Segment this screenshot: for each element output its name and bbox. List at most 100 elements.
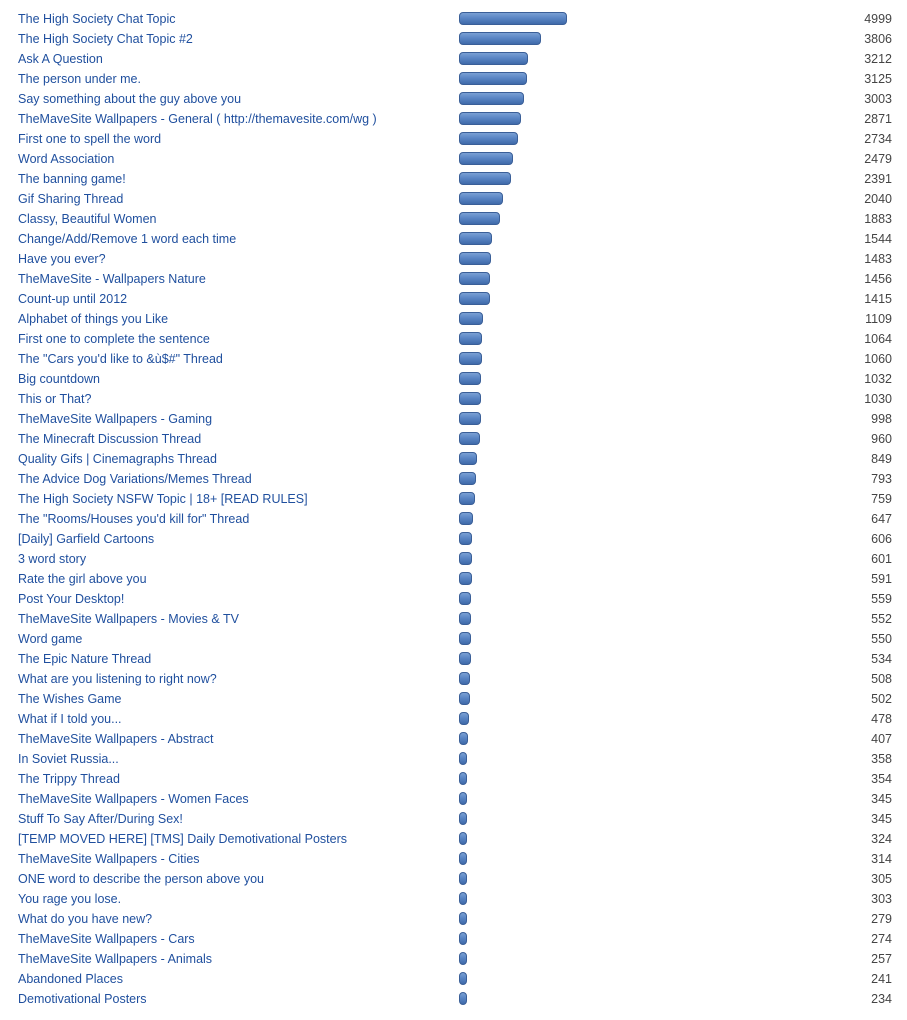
count-value: 324 <box>871 832 892 846</box>
topic-row: Change/Add/Remove 1 word each time 1544 <box>0 229 907 249</box>
topic-link[interactable]: TheMaveSite Wallpapers - Gaming <box>18 412 213 426</box>
count-value: 1415 <box>864 292 892 306</box>
count-value: 1032 <box>864 372 892 386</box>
count-bar <box>459 812 467 825</box>
topic-link[interactable]: Have you ever? <box>18 252 106 266</box>
count-bar <box>459 452 477 465</box>
topic-link[interactable]: The banning game! <box>18 172 126 186</box>
topic-link[interactable]: Demotivational Posters <box>18 992 147 1006</box>
topic-link[interactable]: What do you have new? <box>18 912 153 926</box>
count-value: 407 <box>871 732 892 746</box>
topic-link[interactable]: Post Your Desktop! <box>18 592 125 606</box>
count-value: 314 <box>871 852 892 866</box>
topic-link[interactable]: The person under me. <box>18 72 141 86</box>
topic-row: The High Society Chat Topic #2 3806 <box>0 29 907 49</box>
topic-link[interactable]: Abandoned Places <box>18 972 123 986</box>
topic-link[interactable]: The "Cars you'd like to &ù$#" Thread <box>18 352 223 366</box>
count-value: 2391 <box>864 172 892 186</box>
count-bar <box>459 32 541 45</box>
count-bar <box>459 572 472 585</box>
topic-row: TheMaveSite - Wallpapers Nature 1456 <box>0 269 907 289</box>
topic-link[interactable]: You rage you lose. <box>18 892 122 906</box>
count-bar <box>459 892 467 905</box>
count-bar <box>459 792 467 805</box>
topic-row: Count-up until 2012 1415 <box>0 289 907 309</box>
topic-link[interactable]: The High Society Chat Topic #2 <box>18 32 193 46</box>
topic-link[interactable]: TheMaveSite Wallpapers - Women Faces <box>18 792 249 806</box>
topic-link[interactable]: 3 word story <box>18 552 87 566</box>
topic-row: Post Your Desktop! 559 <box>0 589 907 609</box>
count-value: 998 <box>871 412 892 426</box>
topic-link[interactable]: The Minecraft Discussion Thread <box>18 432 202 446</box>
topic-link[interactable]: Gif Sharing Thread <box>18 192 124 206</box>
count-bar <box>459 252 491 265</box>
count-value: 793 <box>871 472 892 486</box>
count-bar <box>459 952 467 965</box>
topic-link[interactable]: The Wishes Game <box>18 692 122 706</box>
topic-link[interactable]: Change/Add/Remove 1 word each time <box>18 232 237 246</box>
topic-link[interactable]: Big countdown <box>18 372 101 386</box>
count-value: 534 <box>871 652 892 666</box>
count-value: 345 <box>871 792 892 806</box>
count-value: 601 <box>871 552 892 566</box>
count-value: 305 <box>871 872 892 886</box>
count-value: 358 <box>871 752 892 766</box>
topic-link[interactable]: The High Society Chat Topic <box>18 12 176 26</box>
topic-row: The "Cars you'd like to &ù$#" Thread 1060 <box>0 349 907 369</box>
topic-link[interactable]: Quality Gifs | Cinemagraphs Thread <box>18 452 217 466</box>
topic-link[interactable]: The "Rooms/Houses you'd kill for" Thread <box>18 512 250 526</box>
topic-link[interactable]: Word Association <box>18 152 115 166</box>
topic-row: This or That? 1030 <box>0 389 907 409</box>
topic-link[interactable]: What are you listening to right now? <box>18 672 217 686</box>
topic-link[interactable]: First one to spell the word <box>18 132 162 146</box>
topic-link[interactable]: What if I told you... <box>18 712 122 726</box>
topic-row: TheMaveSite Wallpapers - Movies & TV 552 <box>0 609 907 629</box>
count-value: 274 <box>871 932 892 946</box>
topic-link[interactable]: Stuff To Say After/During Sex! <box>18 812 183 826</box>
topic-link[interactable]: The Epic Nature Thread <box>18 652 152 666</box>
topic-row: The Trippy Thread 354 <box>0 769 907 789</box>
topic-link[interactable]: Ask A Question <box>18 52 103 66</box>
topic-link[interactable]: Word game <box>18 632 83 646</box>
topic-link[interactable]: The Trippy Thread <box>18 772 120 786</box>
topic-link[interactable]: The High Society NSFW Topic | 18+ [READ … <box>18 492 308 506</box>
topic-link[interactable]: [TEMP MOVED HERE] [TMS] Daily Demotivati… <box>18 832 348 846</box>
count-value: 552 <box>871 612 892 626</box>
topic-link[interactable]: TheMaveSite Wallpapers - Cities <box>18 852 200 866</box>
topic-link[interactable]: TheMaveSite Wallpapers - Abstract <box>18 732 214 746</box>
topic-link[interactable]: TheMaveSite Wallpapers - Animals <box>18 952 213 966</box>
topic-link[interactable]: In Soviet Russia... <box>18 752 119 766</box>
topic-link[interactable]: Rate the girl above you <box>18 572 147 586</box>
count-bar <box>459 652 471 665</box>
count-value: 3125 <box>864 72 892 86</box>
count-value: 606 <box>871 532 892 546</box>
topic-link[interactable]: The Advice Dog Variations/Memes Thread <box>18 472 252 486</box>
topic-link[interactable]: TheMaveSite - Wallpapers Nature <box>18 272 206 286</box>
topic-row: Have you ever? 1483 <box>0 249 907 269</box>
count-bar <box>459 192 503 205</box>
topic-link[interactable]: First one to complete the sentence <box>18 332 210 346</box>
topic-row: Say something about the guy above you 300… <box>0 89 907 109</box>
topic-link[interactable]: TheMaveSite Wallpapers - Movies & TV <box>18 612 239 626</box>
topic-stats-table: The High Society Chat Topic 4999 The High … <box>0 9 907 1009</box>
topic-link[interactable]: TheMaveSite Wallpapers - General ( http:… <box>18 112 377 126</box>
topic-link[interactable]: Say something about the guy above you <box>18 92 242 106</box>
topic-row: Quality Gifs | Cinemagraphs Thread 849 <box>0 449 907 469</box>
topic-row: The Wishes Game 502 <box>0 689 907 709</box>
topic-row: Big countdown 1032 <box>0 369 907 389</box>
topic-link[interactable]: ONE word to describe the person above yo… <box>18 872 264 886</box>
topic-link[interactable]: TheMaveSite Wallpapers - Cars <box>18 932 195 946</box>
count-bar <box>459 332 482 345</box>
topic-row: The "Rooms/Houses you'd kill for" Thread… <box>0 509 907 529</box>
count-value: 559 <box>871 592 892 606</box>
topic-row: The High Society Chat Topic 4999 <box>0 9 907 29</box>
topic-link[interactable]: Classy, Beautiful Women <box>18 212 157 226</box>
topic-link[interactable]: Alphabet of things you Like <box>18 312 169 326</box>
count-value: 960 <box>871 432 892 446</box>
topic-row: TheMaveSite Wallpapers - Cities 314 <box>0 849 907 869</box>
topic-link[interactable]: This or That? <box>18 392 92 406</box>
count-bar <box>459 472 476 485</box>
topic-link[interactable]: [Daily] Garfield Cartoons <box>18 532 155 546</box>
count-value: 1544 <box>864 232 892 246</box>
topic-link[interactable]: Count-up until 2012 <box>18 292 128 306</box>
